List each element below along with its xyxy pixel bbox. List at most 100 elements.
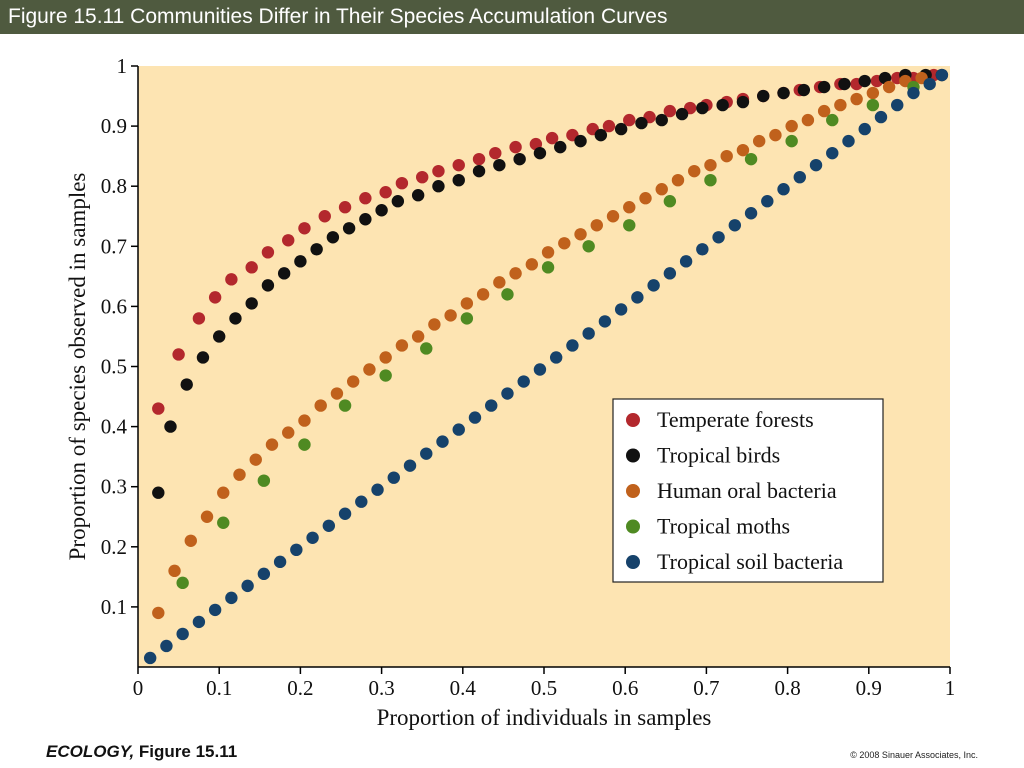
y-tick-label: 0.3 xyxy=(101,475,127,499)
data-point xyxy=(294,255,307,268)
chart-container: 0 0.1 0.2 0.3 0.4 0.5 0.6 0.7 0.8 0.9 1 0.1 0.2 0.3 0.… xyxy=(0,40,1024,740)
data-point xyxy=(517,375,530,388)
data-point xyxy=(606,210,620,223)
data-point xyxy=(696,101,709,115)
data-point xyxy=(493,158,506,172)
footer-book: ECOLOGY, xyxy=(46,742,135,761)
data-point xyxy=(261,279,275,292)
x-tick-label: 0.7 xyxy=(693,676,719,700)
data-point xyxy=(472,152,486,166)
data-point xyxy=(509,267,522,280)
data-point xyxy=(647,279,660,292)
data-point xyxy=(411,189,425,202)
data-point xyxy=(858,122,871,136)
data-point xyxy=(549,351,563,364)
data-point xyxy=(688,164,701,178)
data-point xyxy=(428,318,441,331)
data-point xyxy=(217,516,230,529)
data-point xyxy=(338,201,352,214)
data-point xyxy=(420,447,433,460)
data-point xyxy=(744,207,758,220)
data-point xyxy=(834,98,847,112)
data-point xyxy=(675,107,689,121)
data-point xyxy=(273,555,287,569)
data-point xyxy=(403,459,417,472)
data-point xyxy=(720,149,733,163)
data-point xyxy=(777,86,790,100)
y-axis-label: Proportion of species observed in sample… xyxy=(65,173,90,561)
data-point xyxy=(241,579,254,593)
slide-title: Figure 15.11 Communities Differ in Their… xyxy=(8,5,668,28)
data-point xyxy=(761,195,774,208)
data-point xyxy=(826,146,839,160)
species-accumulation-chart: 0 0.1 0.2 0.3 0.4 0.5 0.6 0.7 0.8 0.9 1 0.1 0.2 0.3 0.… xyxy=(65,54,956,730)
data-point xyxy=(866,98,880,112)
footer-copyright: © 2008 Sinauer Associates, Inc. xyxy=(850,750,978,760)
data-point xyxy=(663,267,677,280)
series-2 xyxy=(152,71,928,620)
x-tick-label: 1 xyxy=(945,676,956,700)
data-point xyxy=(432,180,445,193)
data-point xyxy=(257,474,271,487)
legend-label: Tropical moths xyxy=(657,514,790,539)
legend-marker xyxy=(626,484,640,498)
data-point xyxy=(245,261,258,274)
data-point xyxy=(176,627,189,641)
data-point xyxy=(826,113,839,127)
data-point xyxy=(290,543,303,557)
data-point xyxy=(614,303,628,316)
y-tick-label: 0.5 xyxy=(101,355,127,379)
data-point xyxy=(525,258,539,271)
y-tick-label: 0.7 xyxy=(101,234,127,258)
data-point xyxy=(907,86,920,100)
data-point xyxy=(509,140,522,154)
data-point xyxy=(809,158,823,172)
data-point xyxy=(545,131,559,145)
data-point xyxy=(866,86,880,100)
data-point xyxy=(736,95,750,109)
data-point xyxy=(282,426,295,439)
legend-item: Human oral bacteria xyxy=(626,478,837,503)
data-point xyxy=(322,519,336,532)
data-point xyxy=(468,411,482,424)
data-point xyxy=(306,531,319,544)
data-point xyxy=(152,486,165,499)
data-point xyxy=(314,399,327,412)
data-point xyxy=(635,116,648,130)
data-point xyxy=(476,288,490,301)
data-point xyxy=(655,183,668,196)
data-point xyxy=(513,152,526,166)
data-point xyxy=(858,74,871,88)
data-point xyxy=(793,170,806,184)
y-tick-label: 0.4 xyxy=(101,415,128,439)
legend: Temperate forests Tropical birds Human ora… xyxy=(612,398,884,583)
data-point xyxy=(501,288,514,301)
legend-label: Human oral bacteria xyxy=(657,478,837,503)
data-point xyxy=(850,92,863,106)
data-point xyxy=(704,158,717,172)
data-point xyxy=(493,276,506,289)
y-tick-label: 0.8 xyxy=(101,174,127,198)
data-point xyxy=(318,210,331,223)
data-point xyxy=(501,387,514,400)
y-tick-label: 0.2 xyxy=(101,535,127,559)
data-point xyxy=(217,486,230,499)
data-point xyxy=(379,369,392,382)
data-point xyxy=(330,387,344,400)
data-point xyxy=(310,243,323,256)
data-point xyxy=(452,423,465,436)
data-point xyxy=(541,246,555,259)
data-point xyxy=(196,351,210,364)
data-point xyxy=(391,195,405,208)
x-tick-label: 0.5 xyxy=(531,676,557,700)
y-tick-label: 0.6 xyxy=(101,294,127,318)
data-point xyxy=(371,483,384,496)
data-point xyxy=(489,146,502,160)
data-point xyxy=(387,471,400,484)
data-point xyxy=(245,297,258,310)
data-point xyxy=(338,507,352,520)
x-tick-label: 0 xyxy=(133,676,144,700)
x-tick-label: 0.9 xyxy=(856,676,882,700)
data-point xyxy=(460,297,474,310)
data-point xyxy=(874,110,888,124)
